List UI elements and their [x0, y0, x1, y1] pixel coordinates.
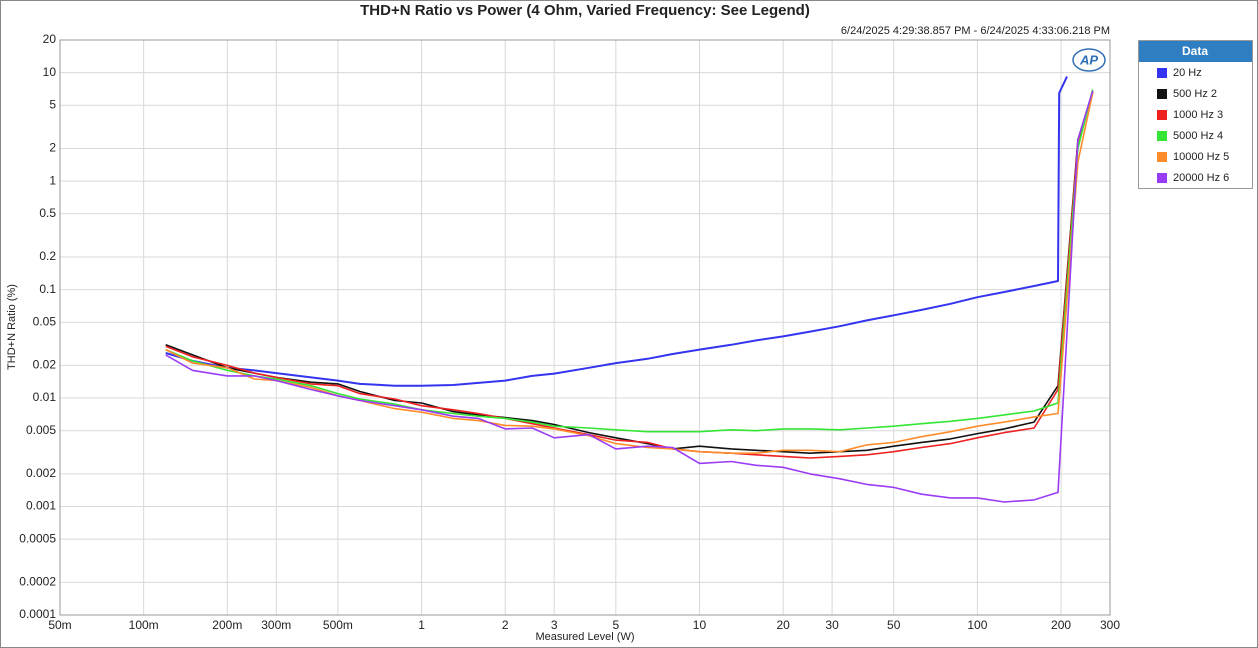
- series-line: [165, 89, 1094, 433]
- y-tick-label: 0.0001: [19, 607, 56, 621]
- x-tick-label: 200m: [212, 618, 242, 632]
- y-tick-label: 2: [49, 141, 56, 155]
- legend-title: Data: [1182, 44, 1208, 58]
- x-tick-label: 50m: [48, 618, 71, 632]
- y-axis-label: THD+N Ratio (%): [6, 284, 18, 370]
- y-tick-label: 0.2: [39, 249, 56, 263]
- legend-swatch: [1157, 152, 1167, 162]
- x-axis-label: Measured Level (W): [535, 631, 634, 643]
- y-tick-label: 0.002: [26, 466, 56, 480]
- legend-swatch: [1157, 131, 1167, 141]
- chart-title: THD+N Ratio vs Power (4 Ohm, Varied Freq…: [360, 2, 810, 19]
- series-line: [165, 91, 1094, 459]
- logo-badge: [1072, 48, 1106, 72]
- x-tick-label: 100m: [129, 618, 159, 632]
- legend-label: 10000 Hz 5: [1173, 151, 1229, 163]
- y-tick-label: 5: [49, 97, 56, 111]
- y-tick-label: 0.001: [26, 499, 56, 513]
- x-tick-label: 20: [776, 618, 790, 632]
- chart-subtitle: 6/24/2025 4:29:38.857 PM - 6/24/2025 4:3…: [841, 25, 1110, 37]
- legend-label: 1000 Hz 3: [1173, 109, 1223, 121]
- legend-swatch: [1157, 89, 1167, 99]
- legend-label: 5000 Hz 4: [1173, 130, 1223, 142]
- x-tick-label: 100: [967, 618, 987, 632]
- x-tick-label: 300m: [261, 618, 291, 632]
- legend-swatch: [1157, 110, 1167, 120]
- y-tick-label: 10: [43, 65, 57, 79]
- y-tick-label: 20: [43, 32, 57, 46]
- x-tick-label: 30: [825, 618, 839, 632]
- y-tick-label: 0.0005: [19, 531, 56, 545]
- legend-label: 20 Hz: [1173, 67, 1202, 79]
- y-tick-label: 0.02: [33, 358, 57, 372]
- series-line: [165, 90, 1094, 503]
- y-tick-label: 0.5: [39, 206, 56, 220]
- x-tick-label: 300: [1100, 618, 1120, 632]
- y-tick-label: 0.1: [39, 282, 56, 296]
- legend-swatch: [1157, 68, 1167, 78]
- x-tick-label: 10: [693, 618, 707, 632]
- series-line: [165, 91, 1094, 455]
- x-tick-label: 500m: [323, 618, 353, 632]
- x-tick-label: 1: [418, 618, 425, 632]
- y-tick-label: 0.05: [33, 314, 57, 328]
- logo: AP: [1079, 52, 1098, 67]
- x-tick-label: 200: [1051, 618, 1071, 632]
- y-tick-label: 0.01: [33, 390, 57, 404]
- series-line: [165, 76, 1068, 387]
- legend-label: 20000 Hz 6: [1173, 172, 1229, 184]
- x-tick-label: 3: [551, 618, 558, 632]
- legend-header: [1139, 41, 1252, 62]
- x-tick-label: 5: [612, 618, 619, 632]
- y-tick-label: 1: [49, 173, 56, 187]
- y-tick-label: 0.005: [26, 423, 56, 437]
- x-tick-label: 2: [502, 618, 509, 632]
- legend-swatch: [1157, 173, 1167, 183]
- y-tick-label: 0.0002: [19, 575, 56, 589]
- plot-border: [59, 39, 1111, 616]
- legend-label: 500 Hz 2: [1173, 88, 1217, 100]
- x-tick-label: 50: [887, 618, 901, 632]
